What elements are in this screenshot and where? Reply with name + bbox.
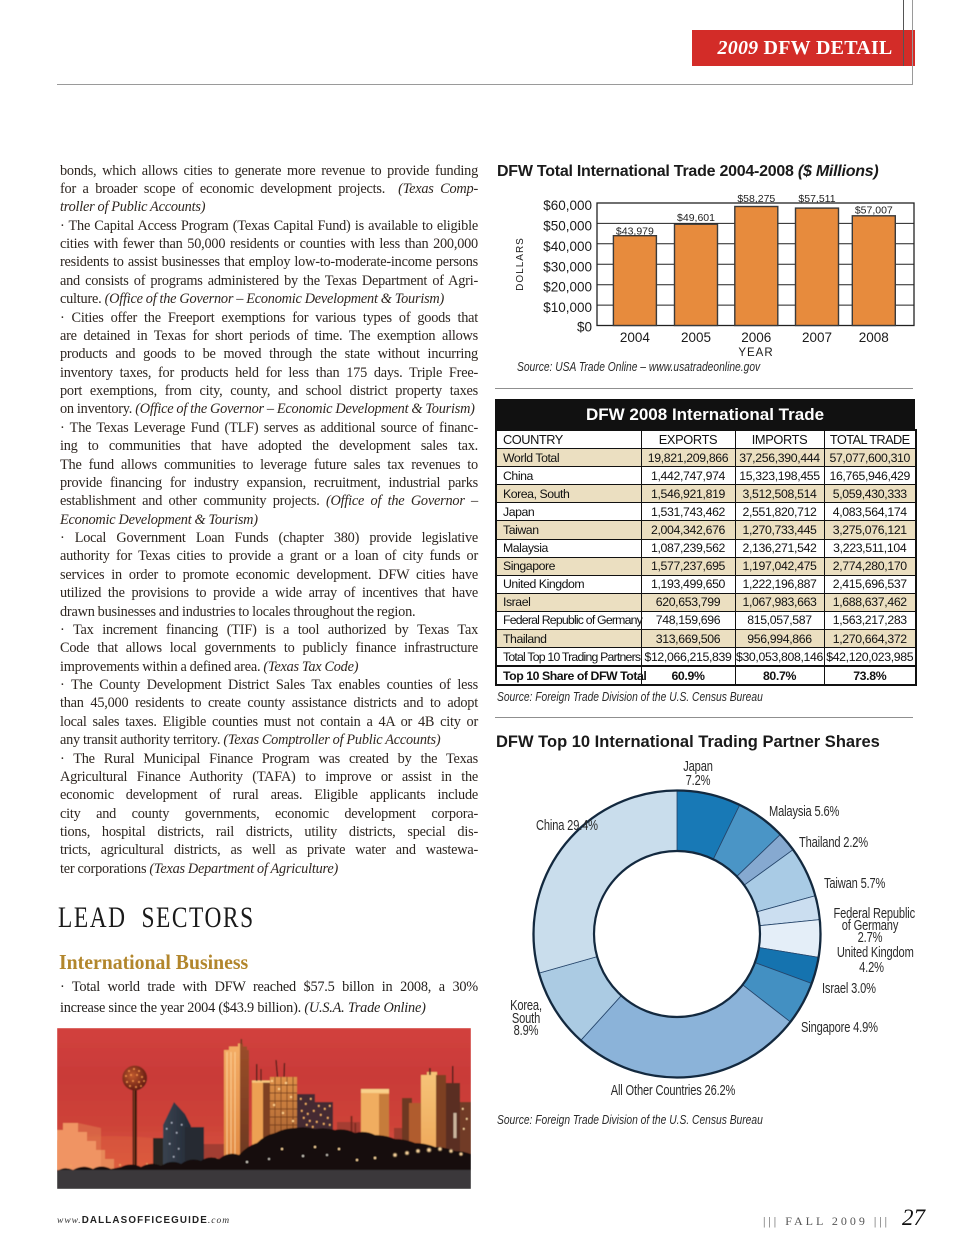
svg-text:YEAR: YEAR [738,347,773,357]
svg-text:$0: $0 [577,320,592,335]
svg-text:$43,979: $43,979 [616,226,654,238]
svg-text:$40,000: $40,000 [543,239,592,254]
svg-text:$49,601: $49,601 [677,212,715,224]
svg-text:$20,000: $20,000 [543,280,592,295]
svg-text:$57,511: $57,511 [798,193,835,205]
svg-text:DOLLARS: DOLLARS [515,237,526,291]
svg-text:$57,007: $57,007 [855,204,893,216]
svg-text:$50,000: $50,000 [543,218,592,233]
svg-text:2006: 2006 [741,330,771,345]
svg-text:2004: 2004 [620,330,651,345]
svg-text:$58,275: $58,275 [737,193,775,205]
svg-text:2008: 2008 [859,330,889,345]
svg-text:2005: 2005 [681,330,711,345]
svg-text:$30,000: $30,000 [543,259,592,274]
svg-text:$10,000: $10,000 [543,300,592,315]
svg-text:$60,000: $60,000 [543,198,592,213]
svg-text:2007: 2007 [802,330,832,345]
